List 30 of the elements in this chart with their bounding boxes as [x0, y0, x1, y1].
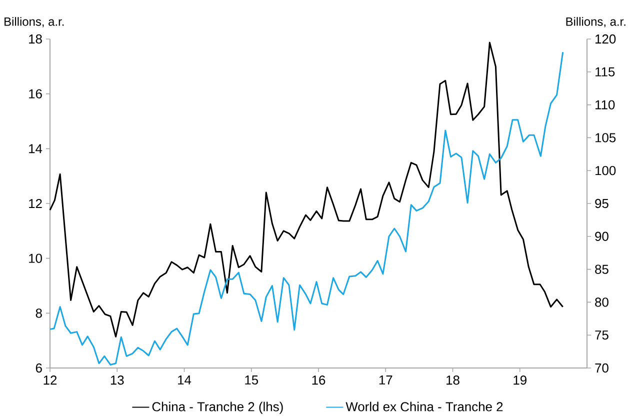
y-tick-label: 14	[29, 144, 42, 154]
legend-label: World ex China - Tranche 2	[346, 402, 503, 412]
x-tick-label: 14	[178, 376, 192, 384]
y2-tick-label: 90	[595, 232, 608, 241]
y-axis-title: Billions, a.r.	[4, 17, 64, 28]
y2-tick-label: 115	[596, 67, 615, 76]
y2-tick-label: 70	[595, 363, 608, 373]
y-tick-label: 18	[29, 34, 42, 44]
y-tick-label: 8	[36, 308, 42, 318]
x-tick-label: 18	[446, 376, 460, 385]
y-tick-label: 10	[29, 254, 42, 263]
y2-tick-label: 105	[596, 133, 616, 142]
y2-tick-label: 100	[596, 166, 616, 176]
y-tick-label: 6	[36, 363, 42, 373]
x-tick-label: 15	[245, 376, 258, 385]
legend-label: China - Tranche 2 (lhs)	[152, 402, 283, 414]
y2-tick-label: 120	[596, 34, 616, 44]
y2-tick-label: 75	[595, 330, 608, 340]
y2-axis-title: Billions, a.r.	[566, 17, 626, 28]
y2-tick-label: 95	[595, 198, 608, 208]
x-tick-label: 12	[44, 376, 57, 385]
x-tick-label: 13	[110, 376, 124, 385]
y-tick-label: 12	[29, 198, 42, 208]
y2-tick-label: 80	[595, 298, 608, 307]
x-tick-label: 19	[514, 376, 526, 385]
x-tick-label: 16	[312, 376, 326, 385]
y2-tick-label: 110	[596, 100, 615, 110]
y2-tick-label: 85	[595, 264, 608, 274]
y-tick-label: 16	[29, 89, 42, 98]
x-tick-label: 17	[379, 376, 392, 384]
